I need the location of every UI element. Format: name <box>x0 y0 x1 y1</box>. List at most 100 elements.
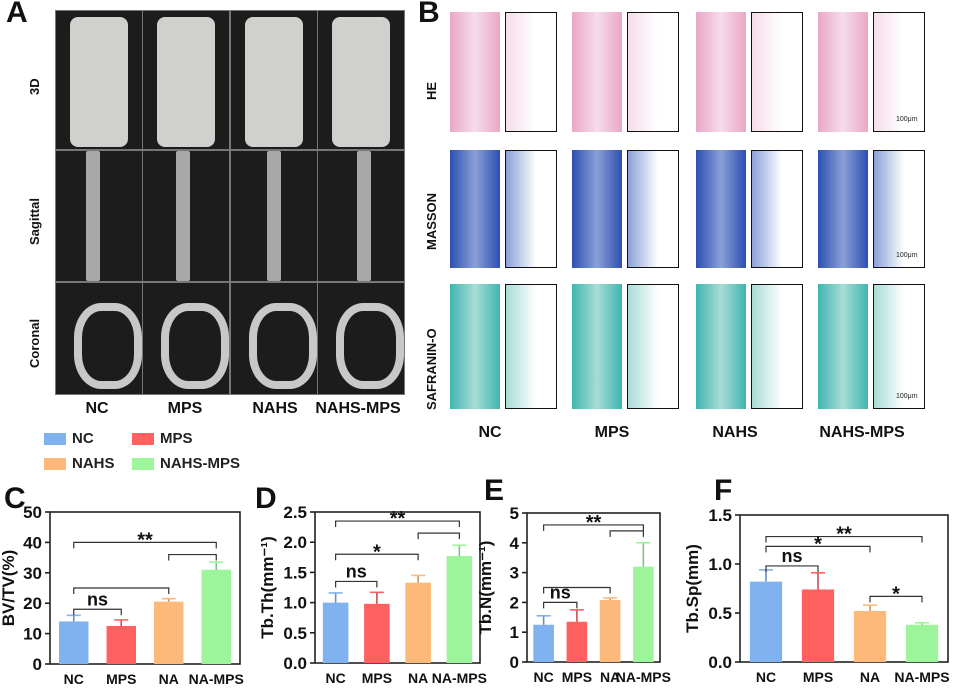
significance-bracket <box>73 608 122 616</box>
scale-bar-label: 100μm <box>896 116 918 123</box>
legend-swatch <box>132 432 154 445</box>
significance-label: ** <box>836 524 852 546</box>
significance-label: * <box>373 541 381 563</box>
y-tick-label: 50 <box>23 503 42 522</box>
x-tick-label: NA-MPS <box>616 669 671 685</box>
col-label-nahs: NAHS <box>712 424 758 441</box>
x-tick-label: NC <box>326 670 346 686</box>
histology-zoom-inset <box>627 284 679 409</box>
y-tick-label: 4 <box>510 534 520 553</box>
x-tick-label: NA <box>408 670 428 686</box>
histology-image <box>696 150 746 268</box>
legend-nc: NC <box>44 430 94 447</box>
legend-swatch <box>132 457 154 470</box>
legend-nahs: NAHS <box>44 455 115 472</box>
micro-ct-image <box>317 150 405 282</box>
y-tick-label: 30 <box>23 564 42 583</box>
y-tick-label: 5 <box>510 504 519 523</box>
micro-ct-image <box>55 150 143 282</box>
y-tick-label: 0.5 <box>283 624 307 643</box>
histology-image <box>818 150 868 268</box>
y-axis-label: BV/TV(%) <box>0 550 18 627</box>
histology-image <box>696 284 746 409</box>
col-label-nahs: NAHS <box>252 400 298 417</box>
plot-frame <box>739 514 949 663</box>
y-tick-label: 2 <box>510 593 519 612</box>
scale-bar-label: 100μm <box>896 252 918 259</box>
significance-bracket <box>869 595 923 603</box>
legend-swatch <box>44 432 66 445</box>
histology-image <box>818 284 868 409</box>
y-axis-label: Tb.Sp(mm) <box>683 544 702 633</box>
micro-ct-image <box>230 150 318 282</box>
x-tick-label: MPS <box>362 670 392 686</box>
histology-zoom-inset <box>873 12 925 132</box>
col-label-mps: MPS <box>167 400 203 417</box>
histology-image <box>450 284 500 409</box>
significance-bracket <box>335 520 460 528</box>
significance-bracket <box>609 530 644 537</box>
histology-zoom-inset <box>751 12 803 132</box>
bar-na <box>599 600 621 662</box>
significance-bracket <box>335 580 378 588</box>
micro-ct-image <box>317 282 405 395</box>
histology-zoom-inset <box>505 150 557 268</box>
plot-frame <box>526 512 661 663</box>
legend-nahs-mps: NAHS-MPS <box>132 455 240 472</box>
legend-swatch <box>44 457 66 470</box>
bar-nc <box>59 621 89 664</box>
significance-label: * <box>814 533 822 555</box>
y-tick-label: 2.0 <box>283 533 307 552</box>
bar-na <box>154 601 184 664</box>
bar-na-mps <box>446 556 473 663</box>
significance-bracket <box>417 532 460 540</box>
histology-zoom-inset <box>627 12 679 132</box>
x-tick-label: NA <box>600 669 620 685</box>
histology-zoom-inset <box>873 284 925 409</box>
legend-label: NC <box>72 430 94 447</box>
y-tick-label: 0.5 <box>708 604 732 623</box>
micro-ct-image <box>142 282 230 395</box>
panel-label-c: C <box>4 482 26 515</box>
panel-label-b: B <box>418 0 440 29</box>
bar-na-mps <box>905 624 939 662</box>
x-tick-label: NA-MPS <box>432 670 487 686</box>
y-tick-label: 2.5 <box>283 503 307 522</box>
y-tick-label: 1.0 <box>708 555 732 574</box>
bar-na-mps <box>633 566 654 662</box>
x-tick-label: NC <box>756 669 776 685</box>
x-tick-label: MPS <box>562 669 592 685</box>
bar-mps <box>106 626 136 664</box>
bar-mps <box>801 589 835 662</box>
histology-image <box>450 150 500 268</box>
scale-bar-label: 100μm <box>896 393 918 400</box>
y-tick-label: 0 <box>510 653 519 672</box>
x-tick-label: MPS <box>803 669 833 685</box>
micro-ct-image <box>142 10 230 150</box>
bar-nc <box>533 624 554 662</box>
y-tick-label: 0 <box>33 655 42 674</box>
col-label-mps: MPS <box>594 424 630 441</box>
significance-label: * <box>892 583 900 605</box>
y-tick-label: 40 <box>23 533 42 552</box>
x-tick-label: NA-MPS <box>894 669 949 685</box>
significance-bracket <box>765 565 819 572</box>
plot-frame <box>314 511 481 664</box>
x-tick-label: NA <box>159 671 179 687</box>
bar-nc <box>322 602 349 663</box>
y-tick-label: 0.0 <box>283 654 307 673</box>
histology-zoom-inset <box>751 284 803 409</box>
micro-ct-image <box>230 10 318 150</box>
histology-image <box>696 12 746 132</box>
histology-image <box>572 150 622 268</box>
x-tick-label: NA <box>860 669 880 685</box>
significance-bracket <box>543 586 611 594</box>
y-tick-label: 1.0 <box>283 594 307 613</box>
significance-bracket <box>765 535 923 543</box>
legend-label: MPS <box>160 430 193 447</box>
bar-na <box>405 582 431 663</box>
histology-zoom-inset <box>627 150 679 268</box>
x-tick-label: NC <box>64 671 84 687</box>
x-tick-label: MPS <box>106 671 136 687</box>
